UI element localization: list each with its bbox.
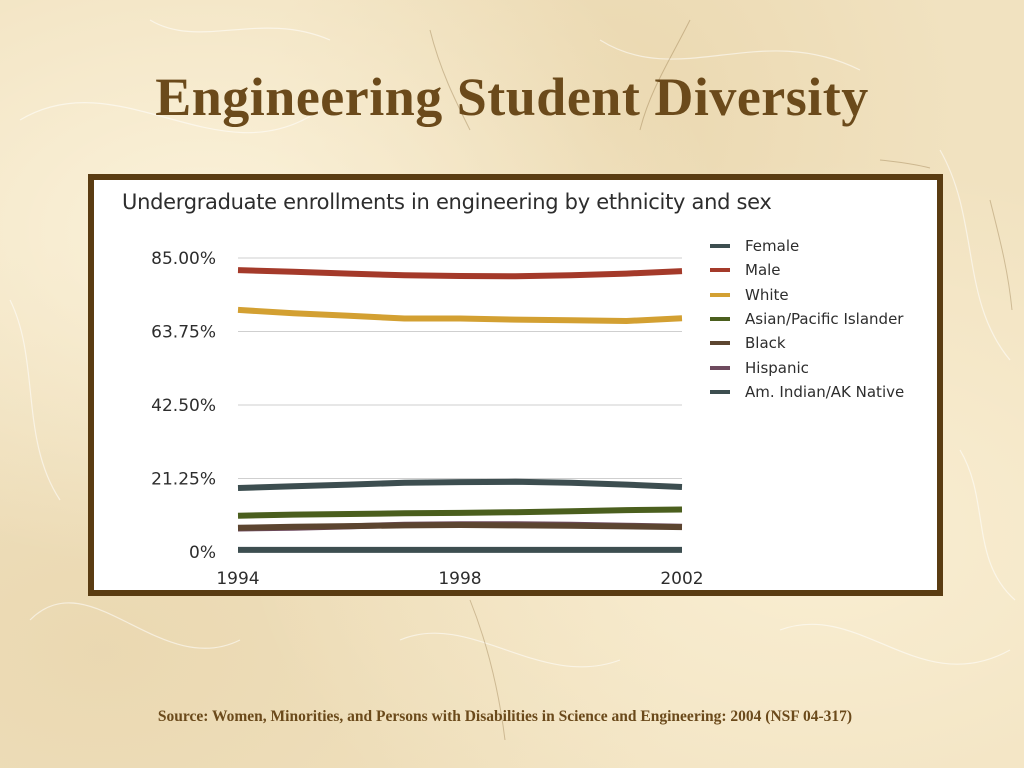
legend-swatch: [710, 268, 730, 273]
chart-title: Undergraduate enrollments in engineering…: [122, 190, 772, 214]
legend-swatch: [710, 292, 730, 297]
legend-label: Black: [745, 334, 786, 353]
legend-item: Male: [710, 258, 904, 282]
legend-swatch: [710, 317, 730, 322]
y-tick-label: 42.50%: [151, 396, 216, 416]
y-tick-label: 85.00%: [151, 249, 216, 269]
series-line-asian-pacific-islander: [237, 506, 683, 519]
legend-swatch: [710, 341, 730, 346]
y-tick-label: 21.25%: [151, 470, 216, 490]
legend-item: Black: [710, 331, 904, 355]
legend-item: Female: [710, 234, 904, 258]
legend-label: Female: [745, 237, 800, 256]
legend-swatch: [710, 389, 730, 394]
legend-item: Hispanic: [710, 355, 904, 379]
series-line-black: [237, 522, 683, 531]
legend-label: Male: [745, 261, 781, 280]
legend-item: Am. Indian/AK Native: [710, 380, 904, 404]
x-tick-label: 2002: [660, 569, 703, 589]
legend-swatch: [710, 244, 730, 249]
legend-label: White: [745, 285, 789, 304]
legend-item: White: [710, 283, 904, 307]
source-citation: Source: Women, Minorities, and Persons w…: [157, 708, 853, 725]
line-chart: 85.00% 63.75% 42.50% 21.25% 0%1994 1998 2002: [151, 249, 703, 589]
series-line-female: [237, 478, 683, 491]
legend-swatch: [710, 365, 730, 370]
series-line-male: [237, 267, 683, 280]
y-tick-label: 0%: [189, 543, 216, 563]
series-line-white: [237, 306, 683, 324]
slide-title: Engineering Student Diversity: [155, 67, 869, 127]
chart-legend: Female Male White Asian/Pacific Islander Bla…: [710, 234, 904, 404]
chart-frame: Undergraduate enrollments in engineering…: [88, 174, 943, 596]
x-tick-label: 1998: [438, 569, 481, 589]
x-tick-label: 1994: [216, 569, 259, 589]
legend-item: Asian/Pacific Islander: [710, 307, 904, 331]
y-tick-label: 63.75%: [151, 323, 216, 343]
legend-label: Asian/Pacific Islander: [745, 310, 904, 329]
legend-label: Hispanic: [745, 358, 809, 377]
legend-label: Am. Indian/AK Native: [745, 382, 905, 401]
